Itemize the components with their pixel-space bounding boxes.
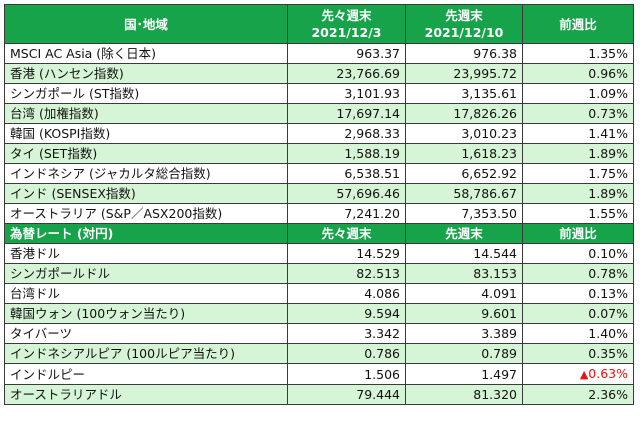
row-change: ▲0.63% — [522, 363, 634, 385]
row-change: 0.13% — [522, 283, 634, 304]
table-row: 香港 (ハンセン指数) 23,766.69 23,995.72 0.96% — [4, 63, 634, 84]
row-prev-value: 9.594 — [287, 303, 406, 324]
row-name: インドルピー — [4, 363, 288, 385]
row-current-value: 3,135.61 — [405, 83, 523, 104]
table-row: タイ (SET指数) 1,588.19 1,618.23 1.89% — [4, 143, 634, 164]
table-row: 台湾 (加権指数) 17,697.14 17,826.26 0.73% — [4, 103, 634, 124]
header-fx-rate: 為替レート (対円) — [4, 223, 288, 244]
table-row: 韓国 (KOSPI指数) 2,968.33 3,010.23 1.41% — [4, 123, 634, 144]
row-prev-value: 23,766.69 — [287, 63, 406, 84]
row-current-value: 23,995.72 — [405, 63, 523, 84]
row-name: 台湾 (加権指数) — [4, 103, 288, 124]
row-name: オーストラリア (S&P／ASX200指数) — [4, 203, 288, 224]
header-last-week: 先週末 2021/12/10 — [405, 4, 523, 44]
table-row: シンガポール (ST指数) 3,101.93 3,135.61 1.09% — [4, 83, 634, 104]
header-prev-week: 先々週末 2021/12/3 — [287, 4, 406, 44]
row-prev-value: 7,241.20 — [287, 203, 406, 224]
table-row: インドネシアルピア (100ルピア当たり) 0.786 0.789 0.35% — [4, 343, 634, 364]
row-current-value: 0.789 — [405, 343, 523, 364]
row-prev-value: 6,538.51 — [287, 163, 406, 184]
row-change: 0.73% — [522, 103, 634, 124]
header-fx-prev-week: 先々週末 — [287, 223, 406, 244]
row-change: 0.78% — [522, 263, 634, 284]
header-change: 前週比 — [522, 4, 634, 44]
row-prev-value: 1.506 — [287, 363, 406, 385]
row-name: 韓国 (KOSPI指数) — [4, 123, 288, 144]
row-name: 台湾ドル — [4, 283, 288, 304]
row-change: 1.89% — [522, 183, 634, 204]
row-current-value: 1.497 — [405, 363, 523, 385]
row-current-value: 1,618.23 — [405, 143, 523, 164]
row-prev-value: 3,101.93 — [287, 83, 406, 104]
table-row: インドルピー 1.506 1.497 ▲0.63% — [4, 363, 634, 385]
table-row: タイバーツ 3.342 3.389 1.40% — [4, 323, 634, 344]
row-prev-value: 963.37 — [287, 43, 406, 64]
row-name: オーストラリアドル — [4, 384, 288, 405]
table-row: 香港ドル 14.529 14.544 0.10% — [4, 243, 634, 264]
row-name: インドネシアルピア (100ルピア当たり) — [4, 343, 288, 364]
row-change: 2.36% — [522, 384, 634, 405]
row-prev-value: 0.786 — [287, 343, 406, 364]
table-row: 韓国ウォン (100ウォン当たり) 9.594 9.601 0.07% — [4, 303, 634, 324]
row-current-value: 83.153 — [405, 263, 523, 284]
row-current-value: 17,826.26 — [405, 103, 523, 124]
row-change: 1.55% — [522, 203, 634, 224]
row-prev-value: 2,968.33 — [287, 123, 406, 144]
row-change: 1.89% — [522, 143, 634, 164]
header-fx-change: 前週比 — [522, 223, 634, 244]
row-change: 0.96% — [522, 63, 634, 84]
row-change: 1.75% — [522, 163, 634, 184]
index-header-row: 国･地域 先々週末 2021/12/3 先週末 2021/12/10 前週比 — [4, 4, 634, 44]
row-name: MSCI AC Asia (除く日本) — [4, 43, 288, 64]
row-current-value: 3.389 — [405, 323, 523, 344]
row-prev-value: 4.086 — [287, 283, 406, 304]
row-prev-value: 57,696.46 — [287, 183, 406, 204]
row-current-value: 6,652.92 — [405, 163, 523, 184]
row-prev-value: 17,697.14 — [287, 103, 406, 124]
table-row: オーストラリア (S&P／ASX200指数) 7,241.20 7,353.50 1.… — [4, 203, 634, 224]
header-fx-last-week: 先週末 — [405, 223, 523, 244]
table-row: インドネシア (ジャカルタ総合指数) 6,538.51 6,652.92 1.75% — [4, 163, 634, 184]
row-name: 香港ドル — [4, 243, 288, 264]
change-value: 0.63% — [588, 366, 628, 381]
table-row: インド (SENSEX指数) 57,696.46 58,786.67 1.89% — [4, 183, 634, 204]
row-prev-value: 1,588.19 — [287, 143, 406, 164]
row-prev-value: 14.529 — [287, 243, 406, 264]
row-name: シンガポール (ST指数) — [4, 83, 288, 104]
row-name: 香港 (ハンセン指数) — [4, 63, 288, 84]
row-name: インド (SENSEX指数) — [4, 183, 288, 204]
row-current-value: 81.320 — [405, 384, 523, 405]
row-change: 1.09% — [522, 83, 634, 104]
negative-marker-icon: ▲ — [579, 368, 589, 381]
row-change: 1.40% — [522, 323, 634, 344]
row-current-value: 58,786.67 — [405, 183, 523, 204]
row-current-value: 3,010.23 — [405, 123, 523, 144]
row-change: 0.10% — [522, 243, 634, 264]
row-current-value: 9.601 — [405, 303, 523, 324]
fx-header-row: 為替レート (対円) 先々週末 先週末 前週比 — [4, 223, 634, 244]
header-region: 国･地域 — [4, 4, 288, 44]
row-current-value: 7,353.50 — [405, 203, 523, 224]
row-current-value: 14.544 — [405, 243, 523, 264]
row-name: シンガポールドル — [4, 263, 288, 284]
row-prev-value: 82.513 — [287, 263, 406, 284]
row-current-value: 976.38 — [405, 43, 523, 64]
row-prev-value: 79.444 — [287, 384, 406, 405]
table-row: MSCI AC Asia (除く日本) 963.37 976.38 1.35% — [4, 43, 634, 64]
row-current-value: 4.091 — [405, 283, 523, 304]
row-name: タイバーツ — [4, 323, 288, 344]
table-row: 台湾ドル 4.086 4.091 0.13% — [4, 283, 634, 304]
row-change: 0.35% — [522, 343, 634, 364]
row-name: 韓国ウォン (100ウォン当たり) — [4, 303, 288, 324]
row-name: インドネシア (ジャカルタ総合指数) — [4, 163, 288, 184]
market-table: 国･地域 先々週末 2021/12/3 先週末 2021/12/10 前週比 MSC… — [4, 4, 634, 405]
row-change: 1.35% — [522, 43, 634, 64]
row-name: タイ (SET指数) — [4, 143, 288, 164]
table-row: シンガポールドル 82.513 83.153 0.78% — [4, 263, 634, 284]
table-row: オーストラリアドル 79.444 81.320 2.36% — [4, 384, 634, 405]
row-prev-value: 3.342 — [287, 323, 406, 344]
row-change: 0.07% — [522, 303, 634, 324]
row-change: 1.41% — [522, 123, 634, 144]
